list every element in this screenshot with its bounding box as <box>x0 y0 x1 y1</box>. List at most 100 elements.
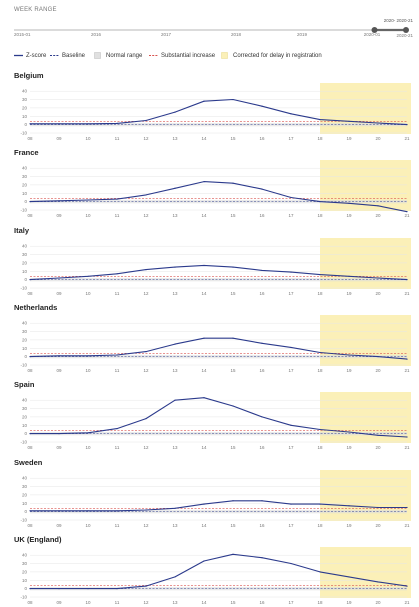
dashed-line-icon <box>50 55 59 56</box>
x-tick-label: 10 <box>85 136 91 141</box>
x-tick-label: 20 <box>375 445 381 450</box>
x-tick-label: 08 <box>27 136 33 141</box>
zscore-point <box>377 434 379 437</box>
slider-start-handle[interactable] <box>371 27 378 33</box>
x-tick-label: 17 <box>288 445 294 450</box>
x-tick-label: 16 <box>259 600 265 605</box>
zscore-point <box>232 182 234 185</box>
zscore-point <box>145 194 147 196</box>
zscore-point <box>87 587 89 590</box>
zscore-point <box>406 211 408 213</box>
zscore-point <box>203 100 205 102</box>
y-tick-label: 30 <box>22 484 28 489</box>
zscore-point <box>232 553 234 555</box>
zscore-point <box>116 509 118 511</box>
y-tick-label: -10 <box>20 285 27 290</box>
x-tick-label: 15 <box>230 600 236 605</box>
zscore-point <box>174 399 176 401</box>
x-tick-label: 20 <box>375 213 381 218</box>
legend-label: Substantial increase <box>161 52 216 59</box>
slider-year-label: 2015-01 <box>14 32 31 37</box>
zscore-point <box>261 269 263 271</box>
x-tick-label: 17 <box>288 136 294 141</box>
zscore-point <box>174 576 176 578</box>
zscore-point <box>319 273 321 275</box>
x-tick-label: 13 <box>172 445 178 450</box>
zscore-point <box>348 504 350 506</box>
corrected-region <box>320 83 411 134</box>
x-tick-label: 08 <box>27 600 33 605</box>
x-tick-label: 14 <box>201 368 207 373</box>
x-tick-label: 10 <box>85 213 91 218</box>
zscore-point <box>319 201 321 203</box>
corrected-region <box>320 160 411 212</box>
x-tick-label: 16 <box>259 445 265 450</box>
zscore-point <box>116 354 118 356</box>
x-tick-label: 09 <box>56 523 62 528</box>
normal-range-band <box>30 122 407 127</box>
normal-range-band <box>30 354 407 359</box>
x-tick-label: 16 <box>259 136 265 141</box>
zscore-point <box>377 355 379 358</box>
zscore-series-line <box>29 181 408 213</box>
y-tick-label: 20 <box>22 569 28 574</box>
x-tick-label: 20 <box>375 600 381 605</box>
zscore-point <box>261 105 263 107</box>
zscore-point <box>348 431 350 433</box>
zscore-point <box>232 266 234 268</box>
zscore-point <box>203 264 205 266</box>
zscore-series-line <box>29 337 408 360</box>
y-tick-label: 0 <box>24 586 27 591</box>
y-tick-label: 0 <box>24 509 27 514</box>
slider-end-handle[interactable] <box>403 27 409 33</box>
zscore-point <box>377 581 379 583</box>
x-tick-label: 21 <box>404 523 410 528</box>
x-tick-label: 10 <box>85 523 91 528</box>
zscore-point <box>290 197 292 199</box>
zscore-point <box>174 266 176 268</box>
x-tick-label: 16 <box>259 523 265 528</box>
zscore-point <box>319 503 321 505</box>
zscore-point <box>261 416 263 418</box>
x-tick-label: 19 <box>346 523 352 528</box>
slider-year-label: 2019 <box>297 32 308 37</box>
zscore-point <box>145 418 147 420</box>
y-tick-label: 10 <box>22 346 28 351</box>
y-tick-label: 30 <box>22 174 28 179</box>
y-tick-label: 30 <box>22 561 28 566</box>
x-tick-label: 14 <box>201 523 207 528</box>
zscore-point <box>29 433 31 435</box>
zscore-point <box>261 556 263 559</box>
y-tick-label: 40 <box>22 475 28 480</box>
zscore-point <box>232 337 234 339</box>
x-tick-label: 18 <box>317 213 323 218</box>
x-tick-label: 15 <box>230 213 236 218</box>
zscore-point <box>145 508 147 511</box>
zscore-point <box>116 122 118 124</box>
zscore-point <box>406 278 408 280</box>
zscore-point <box>290 503 292 505</box>
x-tick-label: 11 <box>115 291 120 296</box>
y-tick-label: 20 <box>22 415 28 420</box>
dashed-line-icon <box>149 55 158 56</box>
zscore-point <box>406 506 408 508</box>
week-range-slider[interactable]: 2015-01 2016 2017 2018 2019 2020-01 2020- 2020… <box>0 14 419 48</box>
x-tick-label: 15 <box>230 445 236 450</box>
x-tick-label: 17 <box>288 600 294 605</box>
zscore-point <box>29 509 31 511</box>
legend-label: Corrected for delay in registration <box>233 52 322 59</box>
y-tick-label: 0 <box>24 199 27 204</box>
y-tick-label: 30 <box>22 329 28 334</box>
slider-year-label: 2018 <box>231 32 242 37</box>
y-tick-label: 10 <box>22 114 28 119</box>
x-tick-label: 09 <box>56 600 62 605</box>
zscore-point <box>116 272 118 274</box>
zscore-point <box>406 124 408 126</box>
x-tick-label: 09 <box>56 136 62 141</box>
x-tick-label: 14 <box>201 445 207 450</box>
zscore-point <box>174 507 176 509</box>
